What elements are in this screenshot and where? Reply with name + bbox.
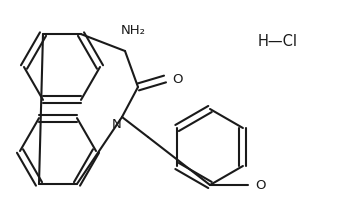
Text: N: N (112, 118, 122, 131)
Text: O: O (172, 73, 182, 86)
Text: O: O (255, 179, 265, 191)
Text: H—Cl: H—Cl (258, 34, 298, 49)
Text: NH₂: NH₂ (120, 23, 146, 36)
